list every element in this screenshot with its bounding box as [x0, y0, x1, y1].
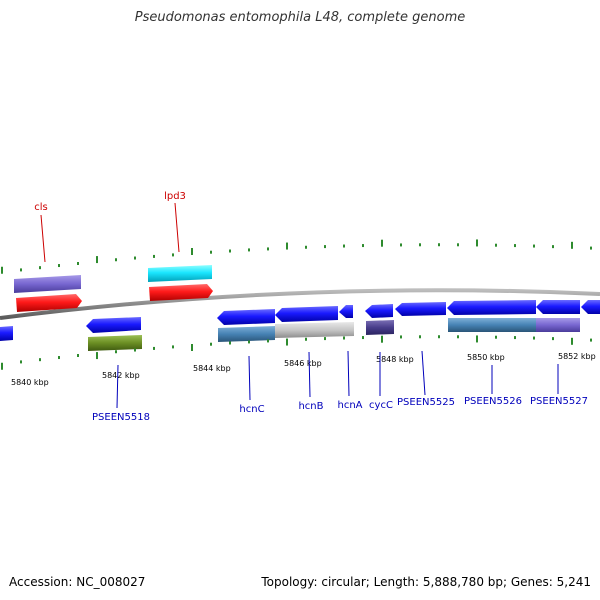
gene-label-cls[interactable]: cls [34, 202, 48, 213]
gene-pseen5518-feature[interactable] [88, 335, 142, 351]
ticks-inner [1, 335, 592, 370]
gene-label-cycc[interactable]: cycC [369, 400, 393, 411]
gene-left-edge-arrow[interactable] [0, 326, 13, 341]
leader-line-pseen5525 [421, 350, 426, 396]
gene-right-edge-arrow[interactable] [581, 300, 600, 314]
kbp-label: 5852 kbp [558, 352, 596, 361]
topology-text: Topology: circular; Length: 5,888,780 bp… [261, 575, 591, 589]
kbp-label: 5848 kbp [376, 355, 414, 364]
gene-cycc-arrow[interactable] [365, 304, 393, 318]
gene-label-pseen5525[interactable]: PSEEN5525 [397, 397, 455, 408]
gene-label-lpd3[interactable]: lpd3 [164, 191, 186, 202]
genome-title: Pseudomonas entomophila L48, complete ge… [134, 10, 466, 25]
leader-line-lpd3 [174, 202, 180, 253]
gene-pseen5518-arrow[interactable] [86, 317, 141, 333]
gene-label-pseen5526[interactable]: PSEEN5526 [464, 396, 522, 407]
kbp-label: 5846 kbp [284, 359, 322, 368]
gene-label-hcnc[interactable]: hcnC [239, 404, 264, 415]
kbp-label: 5844 kbp [193, 364, 231, 373]
kbp-label: 5842 kbp [102, 371, 140, 380]
gene-label-pseen5527[interactable]: PSEEN5527 [530, 396, 588, 407]
gene-label-hcnb[interactable]: hcnB [298, 401, 323, 412]
gene-hcnb-arrow[interactable] [275, 306, 338, 322]
kbp-label: 5850 kbp [467, 353, 505, 362]
leader-line-hcnc [248, 355, 251, 401]
gene-cycc-feature[interactable] [366, 320, 394, 335]
gene-hcnc-feature[interactable] [218, 326, 275, 342]
gene-label-pseen5518[interactable]: PSEEN5518 [92, 412, 150, 423]
ticks-outer [1, 239, 592, 274]
gene-cls-arrow[interactable] [16, 294, 82, 312]
gene-cls-feature[interactable] [14, 275, 81, 293]
gene-pseen5526-arrow[interactable] [447, 300, 536, 315]
gene-pseen5526-feature[interactable] [448, 318, 536, 332]
leader-line-cls [40, 214, 46, 263]
gene-label-hcna[interactable]: hcnA [337, 400, 362, 411]
gene-hcna-arrow[interactable] [339, 305, 353, 318]
leader-line-hcna [347, 350, 350, 397]
leader-line-hcnb [308, 351, 311, 398]
genome-backbone [0, 288, 600, 320]
accession-text: Accession: NC_008027 [9, 575, 146, 589]
kbp-label: 5840 kbp [11, 378, 49, 387]
gene-lpd3-arrow[interactable] [149, 284, 213, 301]
gene-hcnc-arrow[interactable] [217, 309, 275, 325]
gene-pseen5527-arrow[interactable] [536, 300, 580, 314]
gene-lpd3-feature[interactable] [148, 265, 212, 282]
leader-line-pseen5518 [116, 364, 119, 409]
gene-pseen5527-feature[interactable] [536, 318, 580, 332]
gene-pseen5525-arrow[interactable] [395, 302, 446, 316]
gene-hcnb-feature[interactable] [275, 322, 354, 338]
